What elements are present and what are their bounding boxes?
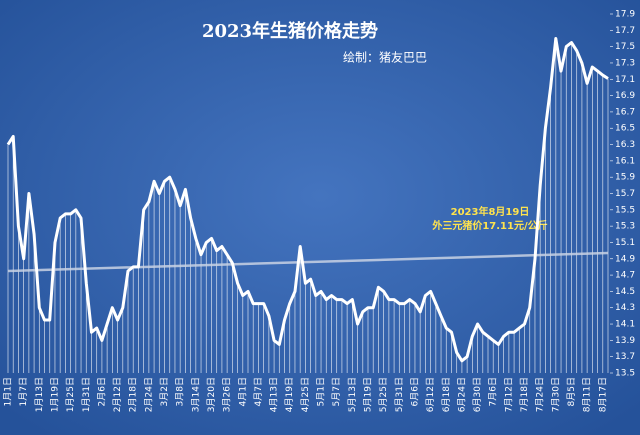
y-tick-label: 16.1 bbox=[615, 156, 635, 166]
y-tick-label: 16.9 bbox=[615, 91, 635, 101]
x-tick-label: 8月5日 bbox=[566, 377, 577, 406]
y-tick-label: 17.5 bbox=[615, 42, 635, 52]
y-tick-label: 15.9 bbox=[615, 173, 635, 183]
annotation: 2023年8月19日 bbox=[451, 205, 530, 218]
x-tick-label: 1月1日 bbox=[3, 377, 14, 406]
x-tick-label: 4月25日 bbox=[300, 377, 311, 412]
x-tick-label: 5月19日 bbox=[363, 377, 374, 412]
annotation: 外三元猪价17.11元/公斤 bbox=[431, 219, 547, 232]
x-tick-label: 3月20日 bbox=[206, 377, 217, 412]
x-tick-label: 6月18日 bbox=[441, 377, 452, 412]
y-tick-label: 17.1 bbox=[615, 75, 635, 85]
x-tick-label: 4月7日 bbox=[253, 377, 264, 406]
x-tick-label: 7月12日 bbox=[503, 377, 514, 412]
y-tick-label: 14.5 bbox=[615, 287, 635, 297]
y-tick-label: 14.9 bbox=[615, 254, 635, 264]
y-tick-label: 14.1 bbox=[615, 320, 635, 330]
x-tick-label: 6月24日 bbox=[456, 377, 467, 412]
x-tick-label: 2月18日 bbox=[128, 377, 139, 412]
trend-line bbox=[7, 251, 609, 273]
y-tick-label: 13.9 bbox=[615, 336, 635, 346]
x-tick-label: 3月14日 bbox=[190, 377, 201, 412]
y-tick-label: 16.3 bbox=[615, 140, 635, 150]
x-tick-label: 1月7日 bbox=[18, 377, 29, 406]
x-tick-label: 3月26日 bbox=[222, 377, 233, 412]
y-tick-label: 17.7 bbox=[615, 26, 635, 36]
x-tick-label: 4月1日 bbox=[237, 377, 248, 406]
x-tick-label: 1月13日 bbox=[34, 377, 45, 412]
x-tick-label: 4月13日 bbox=[269, 377, 280, 412]
y-tick-label: 16.7 bbox=[615, 107, 635, 117]
chart-subtitle: 绘制：猪友巴巴 bbox=[343, 50, 427, 65]
y-tick-label: 17.9 bbox=[615, 10, 635, 20]
y-tick-label: 14.3 bbox=[615, 303, 635, 313]
x-tick-label: 2月6日 bbox=[96, 377, 107, 406]
x-tick-label: 8月11日 bbox=[582, 377, 593, 412]
y-tick-label: 13.7 bbox=[615, 352, 635, 362]
x-tick-label: 7月24日 bbox=[535, 377, 546, 412]
x-tick-label: 6月30日 bbox=[472, 377, 483, 412]
x-tick-label: 5月31日 bbox=[394, 377, 405, 412]
x-tick-label: 2月12日 bbox=[112, 377, 123, 412]
x-tick-label: 7月30日 bbox=[550, 377, 561, 412]
y-tick-label: 16.5 bbox=[615, 124, 635, 134]
y-tick-label: 15.7 bbox=[615, 189, 635, 199]
chart-title: 2023年生猪价格走势 bbox=[202, 20, 378, 42]
x-tick-label: 3月8日 bbox=[175, 377, 186, 406]
x-tick-label: 2月24日 bbox=[143, 377, 154, 412]
price-line bbox=[6, 37, 609, 363]
x-tick-label: 5月1日 bbox=[316, 377, 327, 406]
x-tick-label: 8月17日 bbox=[597, 377, 608, 412]
x-tick-label: 1月19日 bbox=[49, 377, 60, 412]
y-tick-label: 17.3 bbox=[615, 58, 635, 68]
x-tick-label: 5月25日 bbox=[378, 377, 389, 412]
x-tick-label: 7月18日 bbox=[519, 377, 530, 412]
y-tick-label: 13.5 bbox=[615, 369, 635, 379]
x-tick-label: 4月19日 bbox=[284, 377, 295, 412]
y-tick-label: 15.1 bbox=[615, 238, 635, 248]
x-tick-label: 6月12日 bbox=[425, 377, 436, 412]
x-tick-label: 7月6日 bbox=[488, 377, 499, 406]
x-tick-label: 6月6日 bbox=[409, 377, 420, 406]
x-tick-label: 1月31日 bbox=[81, 377, 92, 412]
y-tick-label: 14.7 bbox=[615, 271, 635, 281]
y-tick-label: 15.3 bbox=[615, 222, 635, 232]
x-tick-label: 1月25日 bbox=[65, 377, 76, 412]
y-tick-label: 15.5 bbox=[615, 205, 635, 215]
x-tick-label: 5月13日 bbox=[347, 377, 358, 412]
x-tick-label: 3月2日 bbox=[159, 377, 170, 406]
x-tick-label: 5月7日 bbox=[331, 377, 342, 406]
